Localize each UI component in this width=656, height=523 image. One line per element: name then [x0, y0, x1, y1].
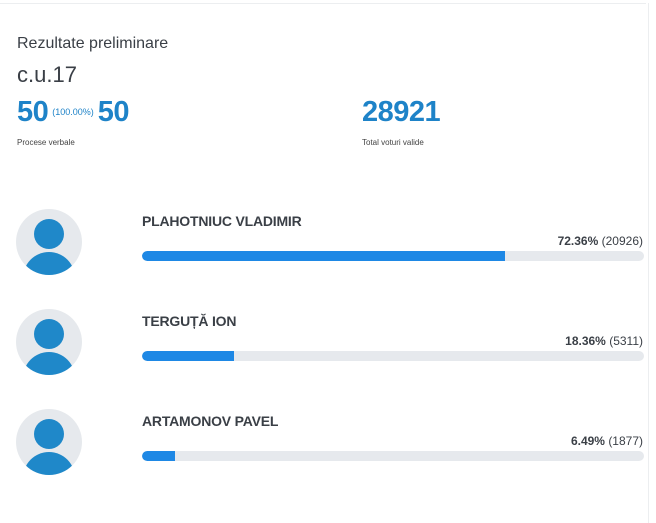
valid-votes-count: 28921: [362, 96, 441, 128]
candidate-name: ARTAMONOV PAVEL: [142, 413, 279, 429]
processed-reports-stat: 50 (100.00%) 50: [17, 96, 130, 129]
total-reports-count: 50: [97, 96, 130, 128]
processed-percent: (100.00%): [52, 107, 94, 117]
processed-count: 50: [17, 96, 49, 128]
candidate-name: TERGUȚĂ ION: [142, 313, 237, 329]
candidate-name: PLAHOTNIUC VLADIMIR: [142, 213, 302, 229]
right-divider: [648, 3, 649, 523]
candidate-result: 18.36% (5311): [565, 334, 643, 348]
vote-share-fill: [142, 451, 175, 461]
valid-votes-stat: 28921: [362, 96, 441, 129]
candidate-result: 72.36% (20926): [558, 234, 643, 248]
avatar-icon: [16, 409, 82, 475]
candidate-percent: 72.36%: [557, 234, 599, 248]
avatar-icon: [16, 209, 82, 275]
constituency-title: c.u.17: [17, 62, 77, 87]
candidate-row: PLAHOTNIUC VLADIMIR 72.36% (20926): [0, 209, 656, 289]
candidate-percent: 18.36%: [565, 334, 606, 348]
vote-share-fill: [142, 351, 235, 361]
candidate-row: TERGUȚĂ ION 18.36% (5311): [0, 309, 656, 389]
vote-share-fill: [142, 251, 506, 261]
candidate-result: 6.49% (1877): [571, 434, 643, 448]
vote-share-bar: [142, 251, 644, 261]
candidate-votes: (1877): [608, 434, 643, 448]
candidate-row: ARTAMONOV PAVEL 6.49% (1877): [0, 409, 656, 489]
avatar-icon: [16, 309, 82, 375]
valid-votes-caption: Total voturi valide: [362, 138, 424, 147]
candidate-votes: (20926): [601, 234, 643, 248]
vote-share-bar: [142, 451, 644, 461]
processed-reports-caption: Procese verbale: [17, 138, 75, 147]
section-title: Rezultate preliminare: [17, 35, 169, 52]
top-divider: [0, 3, 646, 4]
candidate-percent: 6.49%: [570, 434, 605, 448]
vote-share-bar: [142, 351, 644, 361]
candidate-votes: (5311): [609, 334, 643, 348]
